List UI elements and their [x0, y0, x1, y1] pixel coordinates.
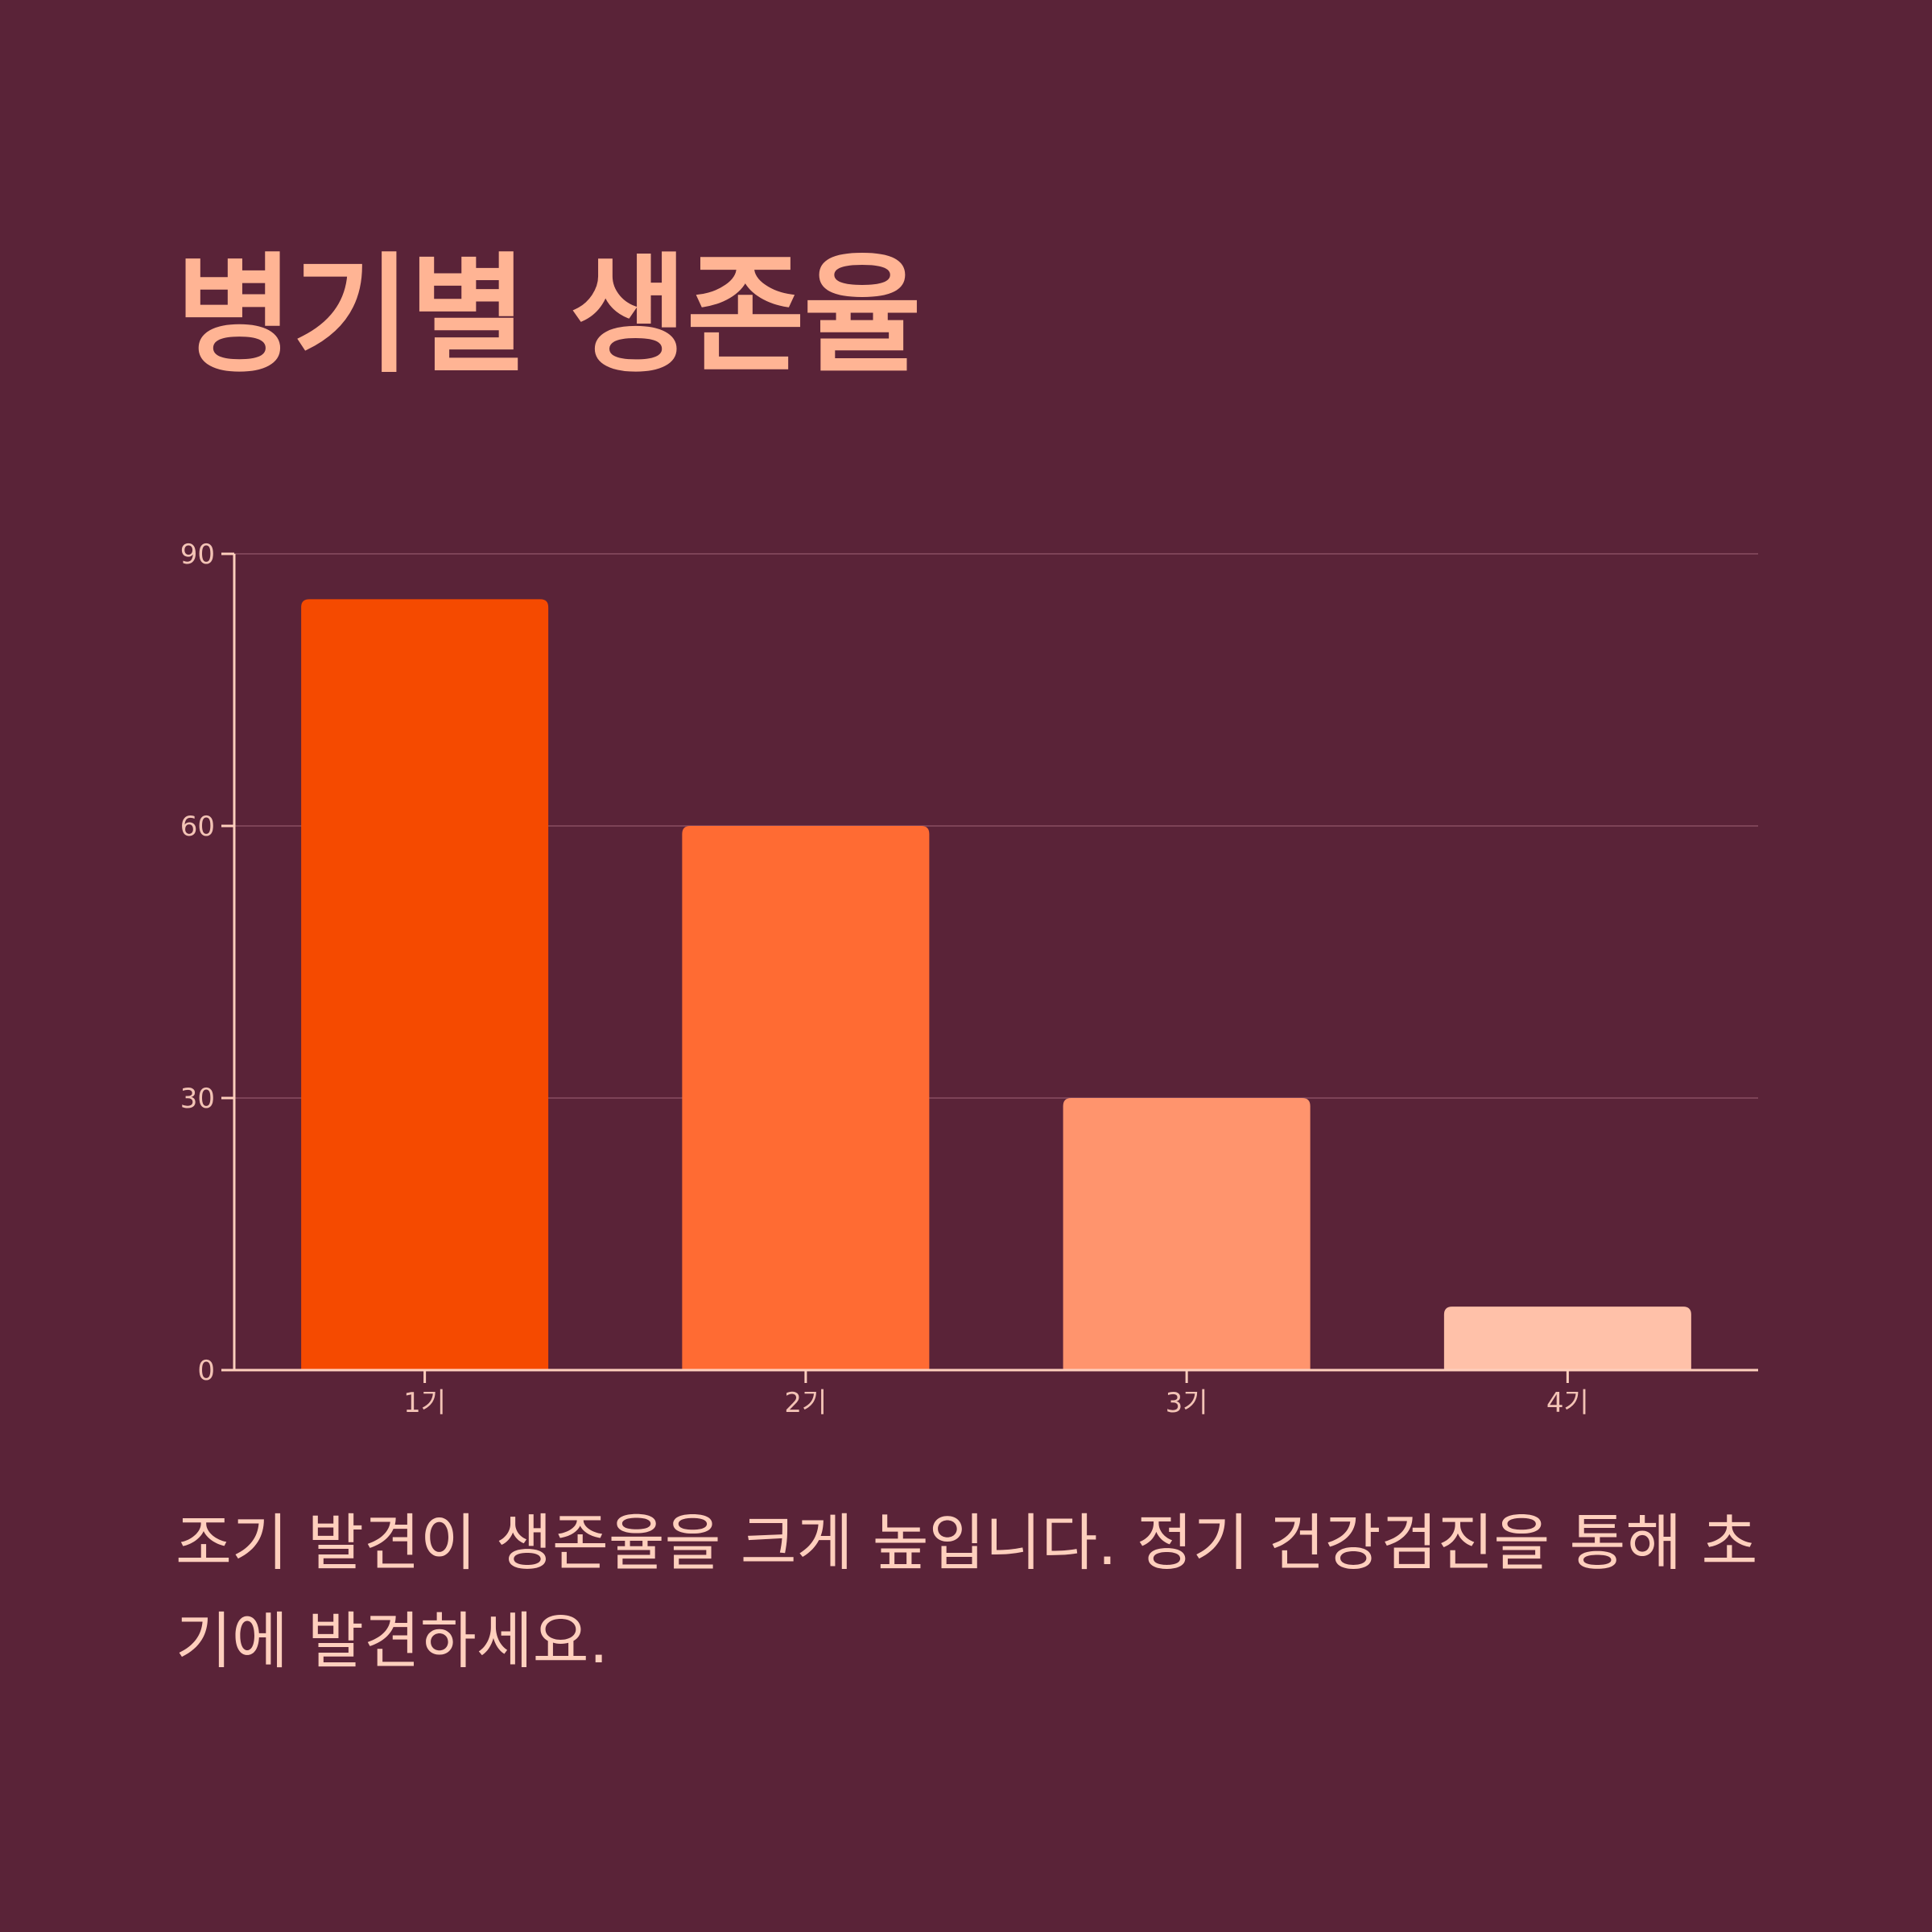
x-tick-label: 1기 — [403, 1387, 446, 1419]
y-tick-label: 0 — [197, 1355, 215, 1387]
bar-2 — [682, 826, 930, 1370]
x-tick-label: 2기 — [784, 1387, 827, 1419]
chart-caption: 조기 발견이 생존율을 크게 높입니다. 정기 건강검진을 통해 초기에 발견하… — [175, 1507, 1758, 1677]
y-tick-labels: 0 30 60 90 — [180, 539, 215, 1387]
bar-4 — [1443, 1307, 1691, 1370]
axes — [221, 552, 1758, 1383]
y-tick-label: 90 — [180, 539, 215, 571]
bars — [301, 599, 1691, 1370]
x-tick-label: 3기 — [1166, 1387, 1208, 1419]
x-tick-labels: 1기 2기 3기 4기 — [403, 1387, 1589, 1419]
y-tick-label: 60 — [180, 811, 215, 843]
bar-3 — [1063, 1098, 1311, 1370]
x-tick-label: 4기 — [1546, 1387, 1589, 1419]
y-tick-label: 30 — [180, 1083, 215, 1115]
chart-title: 병기별 생존율 — [175, 240, 922, 390]
bar-1 — [301, 599, 549, 1370]
